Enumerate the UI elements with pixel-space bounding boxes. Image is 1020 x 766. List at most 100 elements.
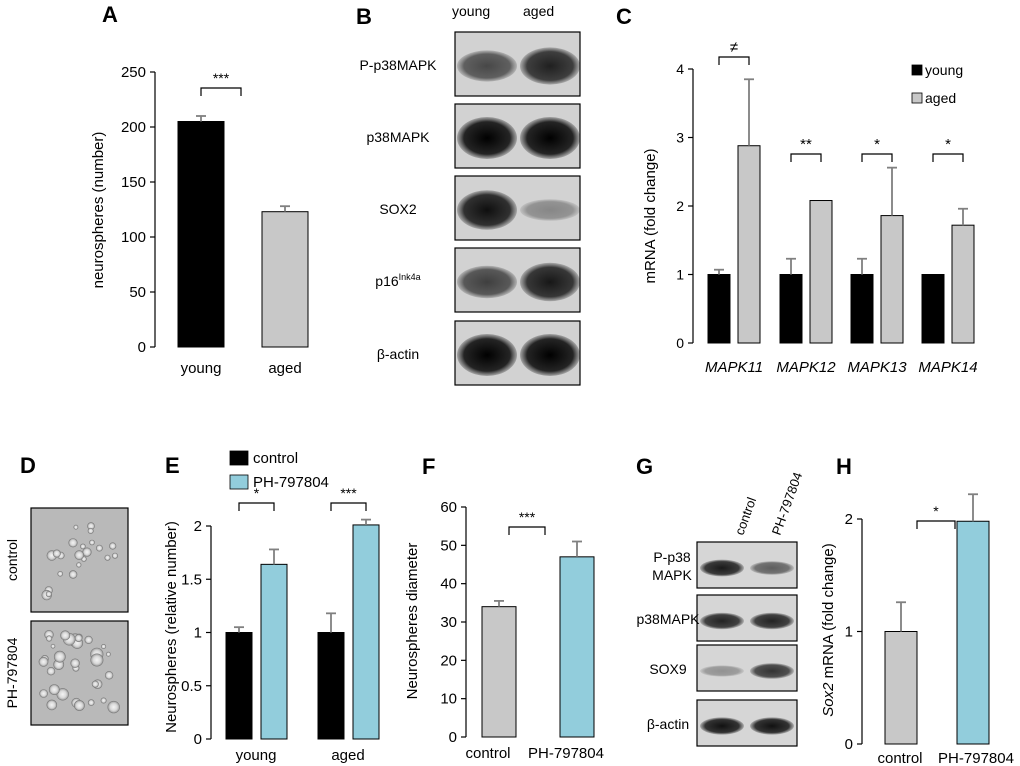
- y-tick-label: 20: [440, 652, 457, 669]
- legend-label-control: control: [253, 450, 298, 467]
- y-tick-label: 1.5: [181, 571, 202, 588]
- neurosphere: [89, 539, 95, 546]
- y-tick-label: 40: [440, 576, 457, 593]
- row-label: control: [4, 539, 20, 581]
- row-label-main: p16: [375, 273, 399, 289]
- blot-band: [700, 665, 744, 677]
- significance-label: *: [874, 136, 880, 153]
- column-label-young: young: [452, 3, 490, 19]
- x-tick-label: MAPK12: [776, 359, 836, 376]
- legend-label-ph797804: PH-797804: [253, 474, 329, 491]
- neurosphere: [50, 643, 56, 649]
- y-tick-label: 4: [676, 61, 684, 77]
- bar: [884, 631, 918, 745]
- blot-band: [520, 117, 580, 159]
- legend-swatch-ph797804: [229, 474, 249, 490]
- row-label: p16Ink4a: [375, 272, 420, 289]
- significance-bracket: [200, 87, 242, 96]
- legend-swatch-control: [229, 450, 249, 466]
- y-tick-label: 50: [440, 537, 457, 554]
- significance-label: ***: [213, 70, 230, 86]
- y-tick-label: 60: [440, 499, 457, 516]
- y-tick-label: 0: [194, 731, 202, 748]
- y-tick-label: 1: [676, 267, 684, 283]
- neurosphere: [70, 658, 80, 668]
- neurosphere: [68, 570, 78, 579]
- panel-letter-a: A: [102, 2, 118, 27]
- neurosphere: [57, 570, 64, 577]
- x-tick-label: control: [465, 745, 510, 762]
- significance-label: ***: [519, 509, 536, 525]
- x-tick-label: PH-797804: [938, 750, 1014, 766]
- neurosphere: [87, 527, 94, 534]
- bar: [809, 200, 833, 344]
- y-tick-label: 0: [449, 729, 457, 746]
- column-label-control: control: [732, 495, 759, 537]
- y-tick-label: 50: [129, 284, 146, 301]
- y-tick-label: 250: [121, 64, 146, 81]
- neurosphere: [84, 635, 93, 645]
- y-tick-label: 3: [676, 130, 684, 146]
- row-label: P-p38MAPK: [359, 57, 437, 73]
- neurosphere: [76, 562, 82, 568]
- x-tick-label: control: [877, 750, 922, 766]
- panel-letter-f: F: [422, 454, 435, 479]
- x-tick-label: young: [181, 360, 222, 377]
- panel-letter-b: B: [356, 4, 372, 29]
- legend-label-young: young: [925, 62, 963, 78]
- significance-label: ≠: [730, 39, 738, 56]
- neurosphere: [91, 680, 99, 688]
- significance-bracket: [861, 153, 893, 162]
- blot-band: [457, 265, 517, 299]
- neurosphere: [45, 635, 53, 642]
- y-axis-label: mRNA (fold change): [642, 148, 659, 283]
- blot-band: [520, 199, 580, 221]
- significance-bracket: [238, 502, 275, 511]
- neurosphere: [96, 544, 103, 552]
- blot-band: [700, 559, 744, 577]
- row-label: β-actin: [647, 716, 689, 732]
- blot-band: [700, 612, 744, 630]
- bar: [880, 215, 904, 344]
- neurosphere: [68, 538, 78, 548]
- significance-bracket: [932, 153, 964, 162]
- row-label: MAPK: [652, 567, 692, 583]
- blot-band: [520, 262, 580, 302]
- panel-letter-d: D: [20, 453, 36, 478]
- column-label-ph797804: PH-797804: [769, 470, 806, 537]
- y-tick-label: 30: [440, 614, 457, 631]
- bar: [951, 224, 975, 344]
- blot-band: [750, 663, 794, 679]
- bar: [779, 274, 803, 344]
- neurosphere: [52, 549, 61, 558]
- neurosphere: [74, 550, 84, 560]
- y-axis-label-rest: mRNA (fold change): [820, 543, 837, 682]
- bar: [921, 274, 945, 344]
- panel-letter-h: H: [836, 454, 852, 479]
- blot-band: [700, 717, 744, 735]
- neurosphere: [45, 591, 52, 598]
- x-tick-label: aged: [268, 360, 301, 377]
- y-tick-label: 1: [845, 624, 853, 641]
- neurosphere: [73, 524, 79, 530]
- neurosphere: [38, 656, 49, 667]
- neurosphere: [90, 653, 104, 667]
- neurosphere: [74, 634, 83, 642]
- significance-label: *: [945, 136, 951, 153]
- bar: [352, 524, 380, 740]
- legend-swatch-young: [911, 64, 923, 76]
- y-tick-label: 150: [121, 174, 146, 191]
- y-tick-label: 2: [845, 511, 853, 528]
- significance-label: ***: [340, 485, 357, 501]
- blot-band: [457, 50, 517, 82]
- significance-bracket: [718, 56, 750, 65]
- chart-f-diameter: 0 10 20 30 40 50 60 control PH-797804 *** Neurosph…: [404, 499, 604, 762]
- x-tick-label: MAPK14: [918, 359, 977, 376]
- significance-bracket: [508, 526, 546, 535]
- bar: [850, 274, 874, 344]
- y-tick-label: 200: [121, 119, 146, 136]
- y-tick-label: 0: [676, 335, 684, 351]
- chart-h-sox2-mrna: 0 1 2 control PH-797804 * Sox2 mRNA (fold chan…: [820, 493, 1014, 766]
- neurosphere: [100, 697, 107, 704]
